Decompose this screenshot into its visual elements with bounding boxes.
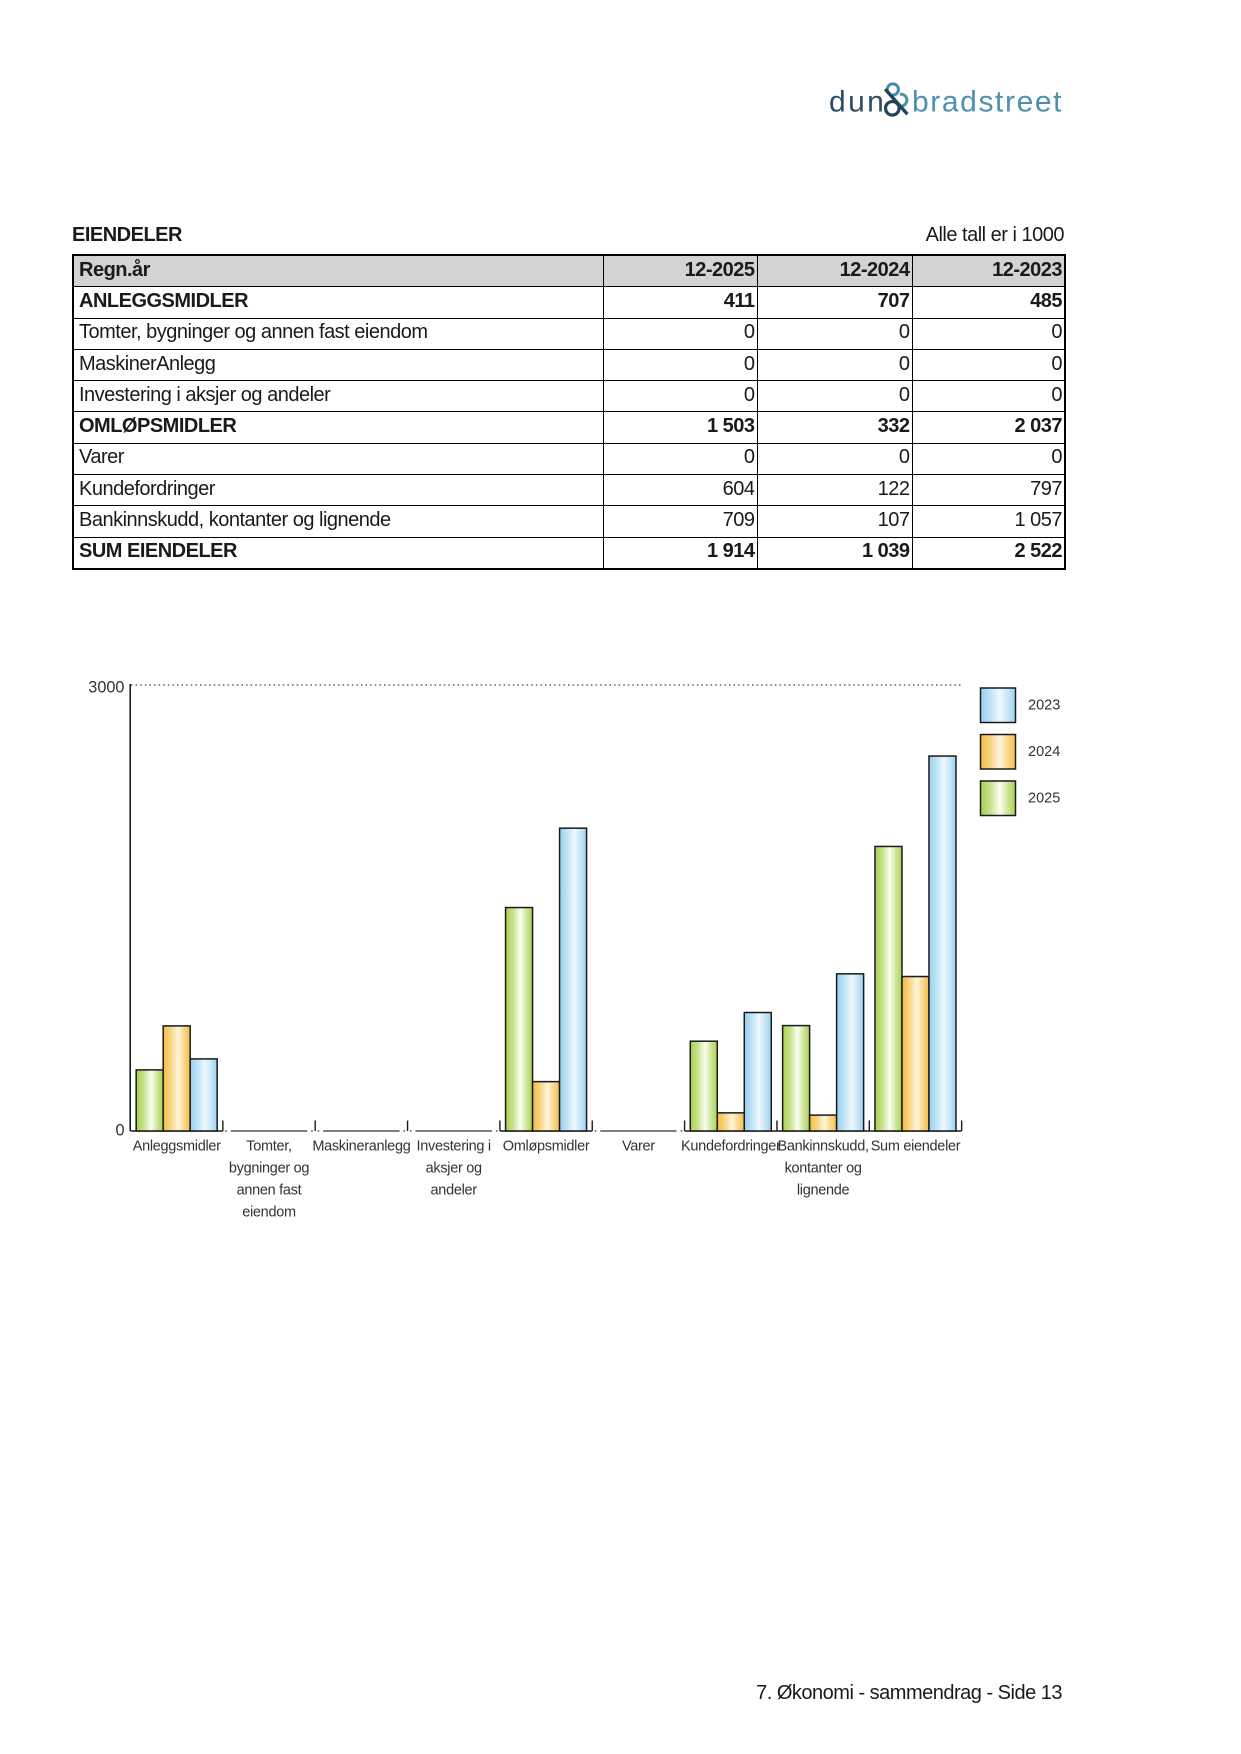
svg-text:eiendom: eiendom (242, 1205, 296, 1221)
svg-text:Bankinnskudd,: Bankinnskudd, (777, 1139, 868, 1155)
svg-text:Sum eiendeler: Sum eiendeler (871, 1139, 961, 1155)
svg-text:Maskineranlegg: Maskineranlegg (312, 1139, 410, 1155)
svg-text:2024: 2024 (1028, 744, 1060, 760)
svg-text:0: 0 (115, 1121, 124, 1139)
svg-text:bradstreet: bradstreet (912, 86, 1063, 119)
svg-text:Omløpsmidler: Omløpsmidler (503, 1139, 590, 1155)
svg-text:Anleggsmidler: Anleggsmidler (133, 1139, 221, 1155)
svg-text:2023: 2023 (1028, 697, 1060, 713)
svg-text:annen fast: annen fast (237, 1183, 302, 1199)
svg-text:aksjer og: aksjer og (426, 1161, 482, 1177)
svg-text:lignende: lignende (797, 1183, 850, 1199)
svg-text:bygninger og: bygninger og (229, 1161, 309, 1177)
svg-text:Varer: Varer (622, 1139, 655, 1155)
svg-text:3000: 3000 (88, 678, 124, 696)
svg-text:2025: 2025 (1028, 790, 1060, 806)
svg-text:kontanter og: kontanter og (785, 1161, 862, 1177)
svg-text:Tomter,: Tomter, (246, 1139, 291, 1155)
svg-text:Kundefordringer: Kundefordringer (681, 1139, 781, 1155)
svg-text:Investering i: Investering i (417, 1139, 491, 1155)
svg-text:dun: dun (829, 86, 886, 119)
svg-text:andeler: andeler (431, 1183, 478, 1199)
